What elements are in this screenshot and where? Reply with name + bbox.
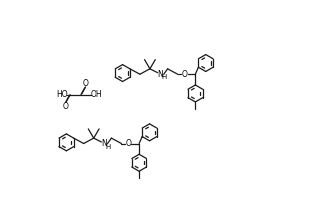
Text: HO: HO [56,90,68,99]
Text: H: H [105,144,110,150]
Text: O: O [63,102,69,111]
Text: O: O [125,139,131,148]
Text: O: O [83,78,89,88]
Text: OH: OH [91,90,102,99]
Text: O: O [182,70,188,79]
Text: N: N [101,139,107,148]
Text: H: H [161,74,167,80]
Text: N: N [157,70,163,79]
